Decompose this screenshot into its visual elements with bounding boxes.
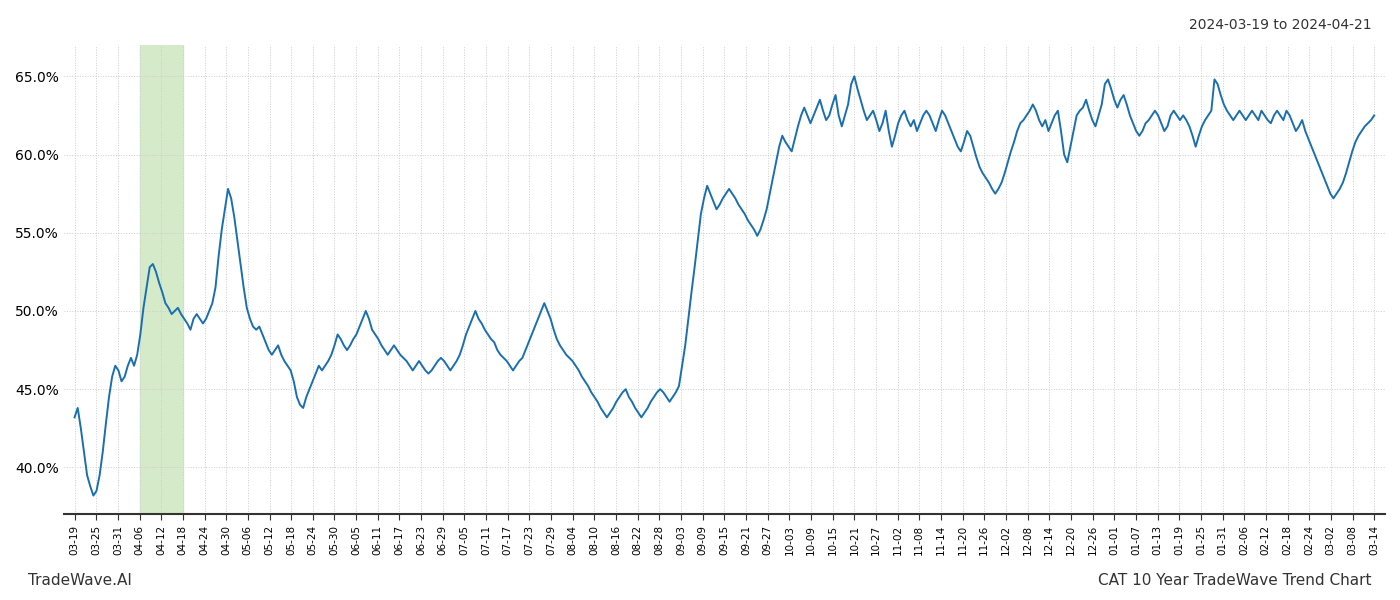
Bar xyxy=(140,45,183,514)
Text: CAT 10 Year TradeWave Trend Chart: CAT 10 Year TradeWave Trend Chart xyxy=(1099,573,1372,588)
Text: TradeWave.AI: TradeWave.AI xyxy=(28,573,132,588)
Text: 2024-03-19 to 2024-04-21: 2024-03-19 to 2024-04-21 xyxy=(1190,18,1372,32)
